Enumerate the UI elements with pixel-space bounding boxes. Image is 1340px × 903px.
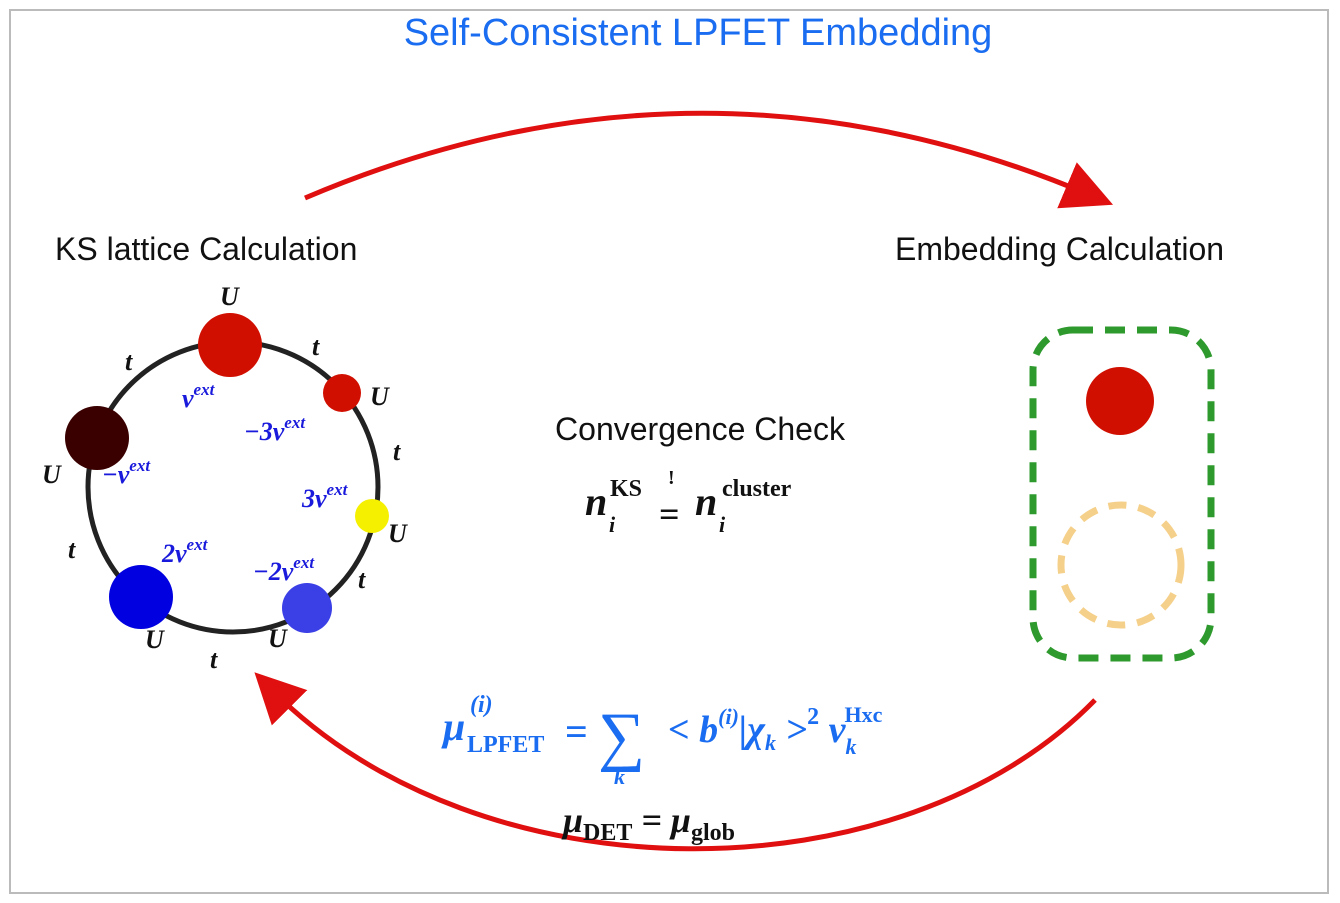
lattice-site (109, 565, 173, 629)
t-label: t (125, 347, 133, 376)
eq-sup-ks: KS (610, 476, 642, 502)
arrow-to-lattice (254, 672, 1097, 852)
f-sum-k: k (614, 764, 625, 789)
f-sum: ∑ (598, 700, 645, 773)
potential-label: vext (182, 380, 216, 413)
lpfet-formula: μ (i) LPFET = ∑ k < b(i)|χk >2 vkHxc (441, 692, 883, 789)
det-formula: μDET = μglob (561, 800, 735, 846)
u-label: U (145, 625, 165, 654)
lattice-site (323, 374, 361, 412)
frame-border (9, 9, 1329, 894)
t-label: t (210, 645, 218, 674)
eq-equals: = (659, 494, 680, 534)
bath-site (1057, 501, 1185, 629)
left-heading: KS lattice Calculation (55, 231, 357, 267)
arrow-to-embedding (304, 110, 1114, 209)
u-label: U (42, 460, 62, 489)
potential-label: −vext (102, 456, 151, 489)
right-heading: Embedding Calculation (895, 231, 1224, 267)
eq-sub-i: i (609, 512, 616, 537)
lattice-site (355, 499, 389, 533)
convergence-heading: Convergence Check (555, 411, 846, 447)
u-label: U (268, 624, 288, 653)
t-label: t (68, 535, 76, 564)
eq-n-ks: n (585, 479, 607, 524)
u-label: U (220, 282, 240, 311)
u-label: U (388, 519, 408, 548)
f-det: μDET = μglob (561, 800, 735, 846)
t-label: t (358, 565, 366, 594)
eq-sub-i: i (719, 512, 726, 537)
f-eq: = (565, 709, 588, 754)
u-label: U (370, 382, 390, 411)
embedding-cluster (1029, 326, 1215, 662)
f-bracket: < b(i)|χk >2 vkHxc (668, 702, 883, 759)
eq-sup-cluster: cluster (722, 476, 792, 502)
potential-label: −2vext (253, 553, 315, 586)
f-sup: (i) (470, 692, 493, 718)
t-label: t (393, 437, 401, 466)
impurity-site (1086, 367, 1154, 435)
f-sub: LPFET (467, 732, 544, 758)
f-mu: μ (441, 704, 465, 749)
diagram-title: Self-Consistent LPFET Embedding (404, 12, 993, 54)
cluster-boundary (1029, 326, 1215, 662)
potential-label: 3vext (301, 480, 349, 513)
lattice-site (198, 313, 262, 377)
lattice-site (282, 583, 332, 633)
potential-label: −3vext (244, 413, 306, 446)
lattice-site (65, 406, 129, 470)
eq-n-cluster: n (695, 479, 717, 524)
t-label: t (312, 332, 320, 361)
eq-bang: ! (668, 467, 675, 489)
potential-label: 2vext (161, 535, 209, 568)
ks-lattice: U U U U U U t t t t t t vext −3vext 3vex… (42, 282, 408, 674)
convergence-equation: n i KS ! = n i cluster (585, 467, 792, 537)
